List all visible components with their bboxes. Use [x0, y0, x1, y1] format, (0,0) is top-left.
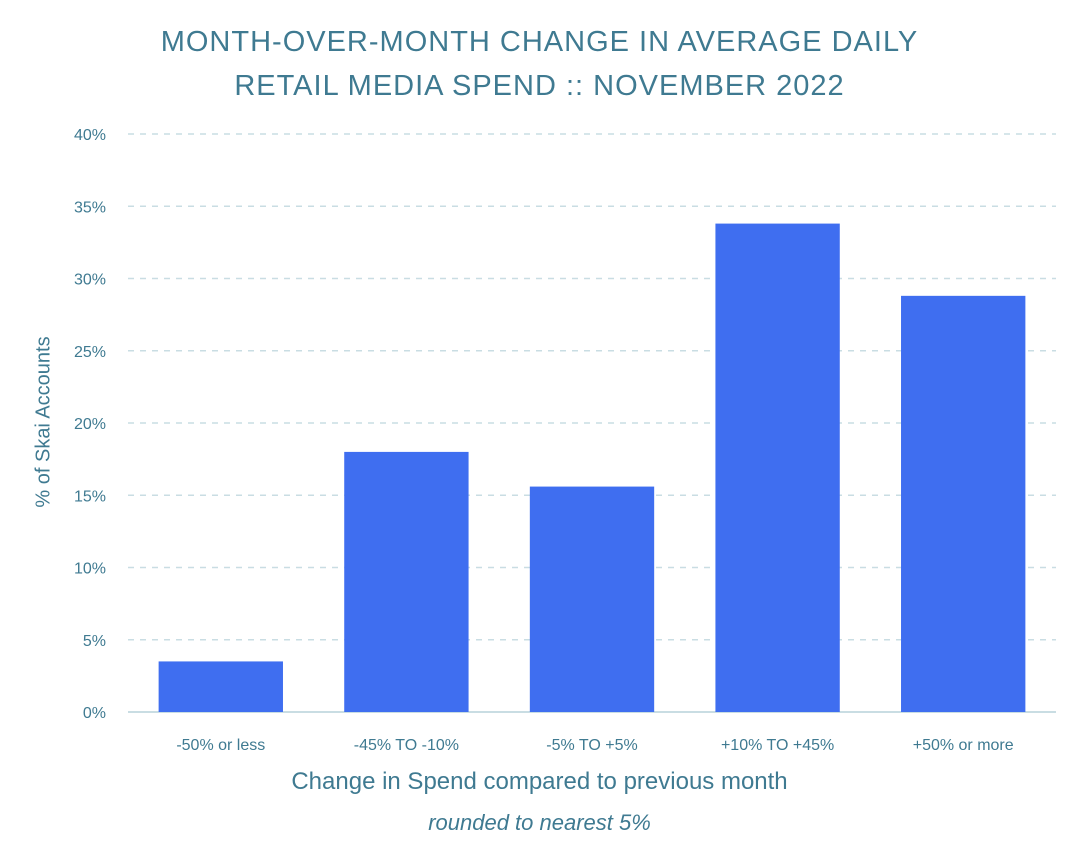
- bar: [901, 295, 1026, 712]
- y-tick-label: 30%: [74, 272, 106, 289]
- x-tick-label: +10% TO +45%: [721, 737, 834, 754]
- bar: [158, 661, 283, 712]
- bar: [715, 223, 840, 712]
- x-tick-label: -5% TO +5%: [546, 737, 637, 754]
- y-tick-label: 40%: [74, 127, 106, 144]
- bar: [529, 486, 655, 712]
- x-axis-sublabel: rounded to nearest 5%: [428, 810, 651, 835]
- chart-title-line-1: MONTH-OVER-MONTH CHANGE IN AVERAGE DAILY: [160, 26, 919, 58]
- bar: [344, 451, 469, 712]
- y-tick-label: 35%: [74, 199, 106, 216]
- y-axis-label: % of Skai Accounts: [32, 336, 55, 508]
- y-tick-label: 20%: [74, 416, 106, 433]
- x-tick-label: -50% or less: [176, 737, 265, 754]
- x-tick-label: -45% TO -10%: [354, 737, 459, 754]
- y-tick-label: 15%: [74, 488, 106, 505]
- y-tick-label: 25%: [74, 344, 106, 361]
- y-tick-label: 0%: [83, 705, 106, 722]
- chart-title-line-2: RETAIL MEDIA SPEND :: NOVEMBER 2022: [234, 70, 845, 102]
- y-tick-label: 5%: [83, 633, 106, 650]
- x-axis-label: Change in Spend compared to previous mon…: [291, 768, 788, 795]
- y-tick-label: 10%: [74, 561, 106, 578]
- x-tick-label: +50% or more: [913, 737, 1014, 754]
